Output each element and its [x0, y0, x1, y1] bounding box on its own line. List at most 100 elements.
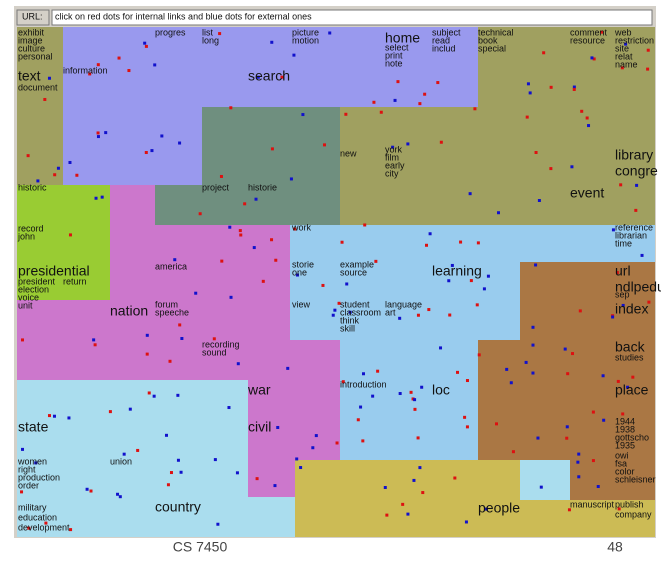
map-label[interactable]: america: [155, 261, 187, 271]
map-label[interactable]: production: [18, 472, 60, 482]
map-label[interactable]: list: [202, 27, 213, 37]
map-label[interactable]: right: [18, 464, 36, 474]
map-label[interactable]: record: [18, 223, 44, 233]
map-label[interactable]: military: [18, 502, 47, 512]
map-label[interactable]: place: [615, 381, 649, 397]
map-label[interactable]: one: [292, 267, 307, 277]
map-label[interactable]: subject: [432, 27, 461, 37]
map-label[interactable]: women: [17, 456, 47, 466]
map-label[interactable]: web: [614, 27, 632, 37]
map-label[interactable]: 1938: [615, 424, 635, 434]
map-label[interactable]: recording: [202, 339, 240, 349]
map-label[interactable]: index: [615, 300, 648, 316]
map-label[interactable]: return: [63, 276, 87, 286]
map-label[interactable]: library: [615, 146, 653, 162]
map-label[interactable]: text: [18, 67, 41, 83]
map-label[interactable]: project: [202, 182, 230, 192]
map-label[interactable]: president: [18, 276, 56, 286]
map-label[interactable]: order: [18, 480, 39, 490]
map-label[interactable]: ndlpedu: [615, 278, 661, 294]
map-label[interactable]: note: [385, 58, 403, 68]
map-label[interactable]: film: [385, 152, 399, 162]
map-label[interactable]: company: [615, 509, 652, 519]
map-label[interactable]: union: [110, 456, 132, 466]
map-label[interactable]: classroom: [340, 307, 381, 317]
map-label[interactable]: culture: [18, 43, 45, 53]
map-label[interactable]: war: [247, 381, 271, 397]
map-label[interactable]: 1944: [615, 416, 635, 426]
map-label[interactable]: state: [18, 418, 49, 434]
map-label[interactable]: picture: [292, 27, 319, 37]
map-label[interactable]: 1935: [615, 440, 635, 450]
map-label[interactable]: introduction: [340, 379, 387, 389]
map-label[interactable]: country: [155, 498, 201, 514]
map-label[interactable]: search: [248, 67, 290, 83]
map-label[interactable]: city: [385, 168, 399, 178]
map-label[interactable]: people: [478, 499, 520, 515]
map-label[interactable]: example: [340, 259, 374, 269]
map-label[interactable]: studies: [615, 352, 644, 362]
map-label[interactable]: think: [340, 315, 360, 325]
map-label[interactable]: restriction: [615, 35, 654, 45]
map-label[interactable]: student: [340, 299, 370, 309]
map-label[interactable]: early: [385, 160, 405, 170]
map-label[interactable]: librarian: [615, 230, 647, 240]
map-label[interactable]: information: [63, 65, 108, 75]
map-label[interactable]: read: [432, 35, 450, 45]
map-label[interactable]: voice: [18, 292, 39, 302]
map-label[interactable]: book: [478, 35, 498, 45]
map-label[interactable]: publish: [615, 499, 644, 509]
map-label[interactable]: image: [18, 35, 43, 45]
map-label[interactable]: loc: [432, 381, 450, 397]
map-label[interactable]: reference: [615, 222, 653, 232]
map-label[interactable]: development: [18, 522, 70, 532]
map-label[interactable]: name: [615, 59, 638, 69]
map-label[interactable]: progres: [155, 27, 186, 37]
map-label[interactable]: election: [18, 284, 49, 294]
map-label[interactable]: forum: [155, 299, 178, 309]
map-label[interactable]: art: [385, 307, 396, 317]
map-label[interactable]: historie: [248, 182, 277, 192]
map-label[interactable]: comment: [570, 27, 608, 37]
map-label[interactable]: long: [202, 35, 219, 45]
map-label[interactable]: technical: [478, 27, 514, 37]
map-label[interactable]: congre: [615, 162, 658, 178]
map-label[interactable]: speeche: [155, 307, 189, 317]
map[interactable]: [17, 27, 655, 537]
map-label[interactable]: skill: [340, 323, 355, 333]
map-label[interactable]: url: [615, 262, 631, 278]
map-label[interactable]: york: [385, 144, 403, 154]
map-label[interactable]: special: [478, 43, 506, 53]
map-label[interactable]: civil: [248, 418, 271, 434]
map-label[interactable]: historic: [18, 182, 47, 192]
map-label[interactable]: site: [615, 43, 629, 53]
map-label[interactable]: storie: [292, 259, 314, 269]
map-label[interactable]: document: [18, 82, 58, 92]
map-label[interactable]: personal: [18, 51, 53, 61]
map-label[interactable]: presidential: [18, 262, 90, 278]
map-label[interactable]: home: [385, 29, 420, 45]
url-field[interactable]: [51, 9, 653, 26]
map-label[interactable]: new: [340, 148, 357, 158]
map-label[interactable]: learning: [432, 262, 482, 278]
map-label[interactable]: sound: [202, 347, 227, 357]
map-label[interactable]: unit: [18, 300, 33, 310]
map-label[interactable]: fsa: [615, 458, 627, 468]
map-label[interactable]: nation: [110, 302, 148, 318]
map-label[interactable]: select: [385, 42, 409, 52]
map-label[interactable]: time: [615, 238, 632, 248]
map-label[interactable]: includ: [432, 43, 456, 53]
map-label[interactable]: manuscript: [570, 499, 615, 509]
map-label[interactable]: sep: [615, 289, 630, 299]
map-label[interactable]: work: [291, 222, 312, 232]
map-label[interactable]: motion: [292, 35, 319, 45]
map-label[interactable]: source: [340, 267, 367, 277]
map-label[interactable]: language: [385, 299, 422, 309]
url-button[interactable]: [16, 9, 50, 26]
map-label[interactable]: view: [292, 299, 311, 309]
map-label[interactable]: owi: [615, 450, 629, 460]
map-label[interactable]: gottscho: [615, 432, 649, 442]
map-label[interactable]: event: [570, 184, 604, 200]
map-label[interactable]: john: [17, 231, 35, 241]
map-label[interactable]: schleisner: [615, 474, 656, 484]
